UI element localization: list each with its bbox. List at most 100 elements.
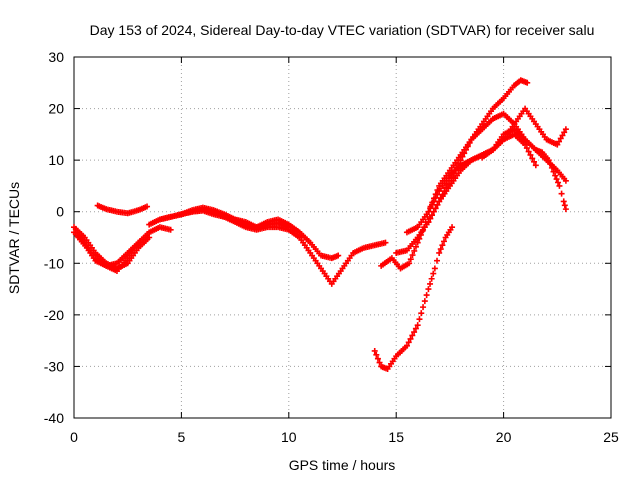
data-point-arc-14-4-0 bbox=[556, 182, 563, 189]
data-point-arc-11-end bbox=[562, 126, 569, 133]
data-point-arc-14-4-1 bbox=[558, 190, 565, 197]
data-point-arc-11-14-3 bbox=[559, 132, 566, 139]
y-tick-label-6: 20 bbox=[48, 101, 64, 117]
data-point-arc-10-end bbox=[524, 79, 531, 86]
series-arc-14 bbox=[532, 146, 569, 213]
data-point-arc-14-end bbox=[562, 206, 569, 213]
data-point-arc-4-end bbox=[144, 203, 151, 210]
data-point-arc-8-8-3 bbox=[440, 238, 447, 245]
y-tick-label-0: -40 bbox=[44, 410, 64, 426]
data-point-arc-12-9-1 bbox=[523, 145, 530, 152]
data-point-arc-8-5-3 bbox=[420, 304, 427, 311]
data-point-arc-12-0-4 bbox=[432, 205, 439, 212]
series-arc-4 bbox=[94, 202, 151, 217]
data-point-arc-8-5-1 bbox=[416, 316, 423, 323]
data-point-arc-10-6-3 bbox=[463, 146, 470, 153]
data-point-arc-11-2-1 bbox=[427, 205, 434, 212]
data-point-arc-8-8-1 bbox=[437, 246, 444, 253]
data-point-arc-8-4-4 bbox=[411, 329, 418, 336]
data-point-arc-12-9-5 bbox=[531, 158, 538, 165]
x-tick-label-2: 10 bbox=[281, 429, 297, 445]
data-point-arc-14-2-0 bbox=[545, 157, 552, 164]
data-point-arc-5-end bbox=[335, 252, 342, 259]
data-point-arc-8-end bbox=[449, 224, 456, 231]
data-point-arc-12-0-1 bbox=[427, 215, 434, 222]
data-point-arc-12-9-2 bbox=[525, 148, 532, 155]
data-point-arc-10-6-5 bbox=[466, 139, 473, 146]
data-point-arc-12-0-3 bbox=[430, 208, 437, 215]
data-point-arc-8-5-2 bbox=[418, 310, 425, 317]
data-point-arc-10-6-2 bbox=[461, 150, 468, 157]
x-tick-label-0: 0 bbox=[70, 429, 78, 445]
data-point-arc-8-6-2 bbox=[428, 275, 435, 282]
data-point-arc-14-3-2 bbox=[555, 179, 562, 186]
data-point-arc-8-4-0 bbox=[403, 342, 410, 349]
data-point-arc-12-end bbox=[532, 162, 539, 169]
data-point-arc-10-6-1 bbox=[459, 153, 466, 160]
data-point-arc-8-4-3 bbox=[409, 332, 416, 339]
data-point-arc-9-3-4 bbox=[412, 243, 419, 250]
data-point-arc-8-0-0 bbox=[371, 347, 378, 354]
data-point-arc-11-14-0 bbox=[554, 141, 561, 148]
data-point-arc-3-end bbox=[167, 226, 174, 233]
data-point-arc-8-5-5 bbox=[423, 292, 430, 299]
data-point-arc-11-14-2 bbox=[557, 135, 564, 142]
data-point-arc-9-3-1 bbox=[407, 256, 414, 263]
data-point-arc-8-5-4 bbox=[421, 298, 428, 305]
data-point-arc-14-5-1 bbox=[561, 202, 568, 209]
x-axis-label: GPS time / hours bbox=[289, 457, 396, 473]
data-point-arc-14-3-0 bbox=[552, 172, 559, 179]
data-point-arc-8-0-1 bbox=[373, 351, 380, 358]
series-arc-8 bbox=[371, 224, 456, 373]
y-tick-label-4: 0 bbox=[56, 204, 64, 220]
data-point-arc-9-3-3 bbox=[411, 247, 418, 254]
data-point-arc-12-9-0 bbox=[522, 141, 529, 148]
y-tick-label-5: 10 bbox=[48, 152, 64, 168]
series-arc-3 bbox=[75, 224, 174, 269]
data-point-arc-8-8-0 bbox=[436, 249, 443, 256]
data-point-arc-13-end bbox=[522, 136, 529, 143]
y-tick-labels: -40 -30 -20 -10 0 10 20 30 bbox=[44, 49, 64, 426]
data-point-arc-10-6-0 bbox=[457, 157, 464, 164]
data-point-arc-11-14-1 bbox=[556, 138, 563, 145]
data-point-arc-14-2-1 bbox=[547, 161, 554, 168]
series-arc-7 bbox=[178, 204, 292, 231]
data-point-arc-9-3-2 bbox=[409, 252, 416, 259]
data-point-arc-12-9-4 bbox=[529, 155, 536, 162]
data-point-arc-6-end bbox=[382, 239, 389, 246]
data-point-arc-12-0-2 bbox=[429, 212, 435, 219]
data-point-arc-11-2-5 bbox=[434, 191, 441, 198]
data-point-arc-11-2-0 bbox=[425, 208, 432, 215]
chart-title: Day 153 of 2024, Sidereal Day-to-day VTE… bbox=[90, 22, 595, 38]
data-point-arc-8-6-3 bbox=[430, 270, 437, 277]
data-point-arc-8-4-1 bbox=[405, 339, 412, 346]
y-tick-label-7: 30 bbox=[48, 49, 64, 65]
data-point-arc-11-14-4 bbox=[561, 129, 568, 136]
x-tick-label-3: 15 bbox=[388, 429, 404, 445]
data-point-arc-8-8-2 bbox=[439, 242, 446, 249]
data-point-arc-8-6-1 bbox=[427, 280, 434, 287]
data-point-arc-1-end bbox=[146, 234, 153, 241]
data-point-arc-11-2-3 bbox=[430, 198, 437, 205]
data-point-arc-12-9-3 bbox=[527, 151, 534, 158]
y-tick-label-1: -30 bbox=[44, 358, 64, 374]
data-point-arc-8-4-5 bbox=[412, 325, 419, 332]
data-point-arc-8-5-0 bbox=[414, 322, 421, 329]
data-point-arc-14-2-2 bbox=[548, 164, 555, 171]
data-point-arc-11-2-2 bbox=[429, 201, 435, 208]
y-axis-label: SDTVAR / TECUs bbox=[6, 182, 22, 294]
data-point-arc-10-6-4 bbox=[464, 143, 471, 150]
data-point-arc-12-0-5 bbox=[434, 201, 441, 208]
data-point-arc-14-5-0 bbox=[560, 198, 567, 205]
data-point-arc-12-0-0 bbox=[425, 219, 432, 226]
data-point-arc-7-end bbox=[285, 224, 292, 231]
data-point-arc-8-7-0 bbox=[431, 265, 438, 272]
data-point-arc-8-6-0 bbox=[425, 286, 432, 293]
data-point-arc-9-3-0 bbox=[406, 260, 413, 267]
data-point-arc-14-2-3 bbox=[550, 168, 557, 175]
data-point-arc-11-2-4 bbox=[432, 194, 439, 201]
data-point-arc-9-4-0 bbox=[414, 239, 421, 246]
plot-frame bbox=[73, 56, 612, 419]
